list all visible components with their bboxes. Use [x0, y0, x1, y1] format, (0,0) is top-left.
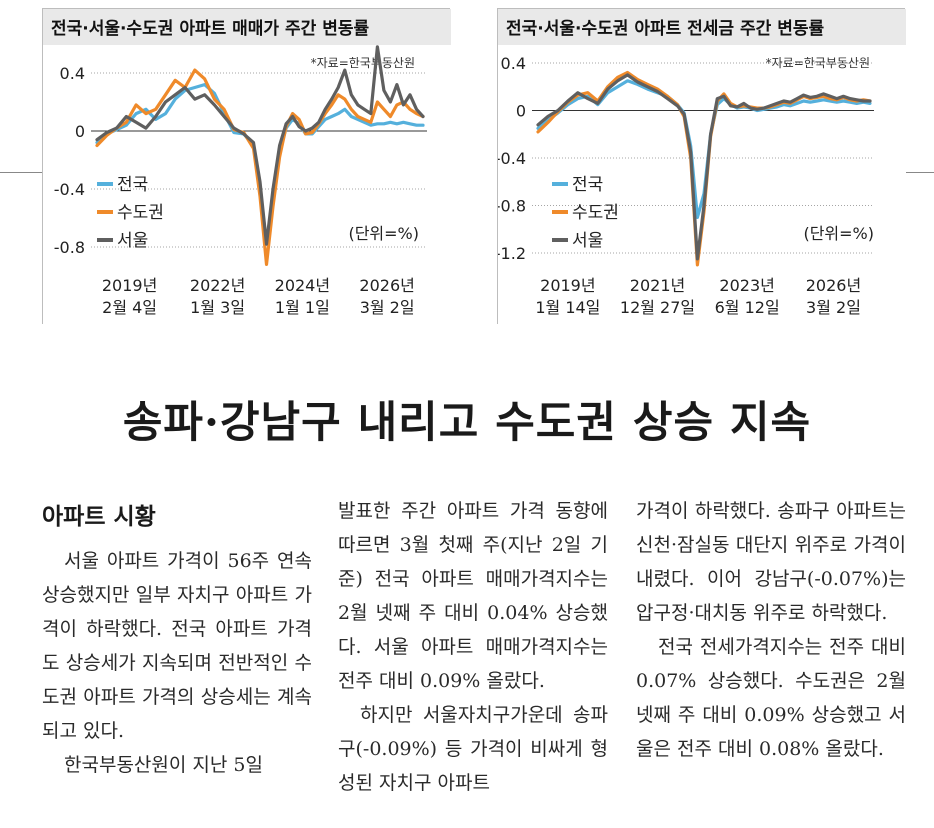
y-tick-label: 0	[516, 102, 526, 121]
legend-label: 서울	[572, 231, 603, 251]
title-band	[43, 9, 451, 45]
legend-label: 수도권	[117, 203, 164, 223]
chart-jeonse-svg: 전국·서울·수도권 아파트 전세금 주간 변동률*자료=한국부동산원0.40-0…	[498, 9, 906, 325]
x-tick-label: 2026년	[359, 276, 414, 295]
x-tick-label: 2월 4일	[102, 298, 157, 317]
y-tick-label: -0.4	[54, 180, 85, 199]
chart-title: 전국·서울·수도권 아파트 매매가 주간 변동률	[51, 19, 369, 39]
chart-title: 전국·서울·수도권 아파트 전세금 주간 변동률	[506, 19, 824, 39]
x-tick-label: 2023년	[719, 276, 774, 295]
unit-label: (단위=%)	[803, 224, 874, 243]
source-label: *자료=한국부동산원	[311, 56, 415, 70]
series-line-서울	[536, 73, 872, 261]
x-tick-label: 2024년	[275, 276, 330, 295]
y-tick-label: -0.8	[498, 197, 526, 216]
x-tick-label: 2019년	[540, 276, 595, 295]
paragraph: 한국부동산원이 지난 5일	[64, 754, 263, 776]
title-band	[498, 9, 906, 45]
paragraph: 전국 전세가격지수는 전주 대비 0.07% 상승했다. 수도권은 2월 넷째 …	[636, 636, 906, 760]
headline: 송파·강남구 내리고 수도권 상승 지속	[122, 398, 812, 448]
rule-right	[906, 172, 934, 173]
x-tick-label: 2021년	[630, 276, 685, 295]
y-tick-label: 0.4	[501, 54, 526, 73]
chart-sale-price: 전국·서울·수도권 아파트 매매가 주간 변동률 *자료=한국부동산원 0.4 0 -0…	[42, 8, 451, 325]
chart-jeonse: 전국·서울·수도권 아파트 전세금 주간 변동률*자료=한국부동산원0.40-0…	[497, 8, 906, 325]
x-tick-label: 3월 2일	[806, 298, 861, 317]
x-tick-label: 1월 14일	[535, 298, 600, 317]
article-column-2: 발표한 주간 아파트 가격 동향에 따르면 3월 첫째 주(지난 2일 기준) …	[338, 494, 608, 800]
paragraph: 가격이 하락했다. 송파구 아파트는 신천·잠실동 대단지 위주로 가격이 내렸…	[636, 500, 906, 624]
x-tick-label: 1월 3일	[190, 298, 245, 317]
y-tick-label: -0.4	[498, 149, 526, 168]
legend-label: 전국	[117, 175, 148, 195]
article-column-1: 아파트 시황 서울 아파트 가격이 56주 연속 상승했지만 일부 자치구 아파…	[42, 494, 312, 782]
paragraph: 하지만 서울자치구가운데 송파구(-0.09%) 등 가격이 비싸게 형성된 자…	[338, 704, 608, 794]
x-tick-label: 6월 12일	[715, 298, 780, 317]
paragraph: 서울 아파트 가격이 56주 연속 상승했지만 일부 자치구 아파트 가격이 하…	[42, 550, 312, 742]
legend-label: 전국	[572, 175, 603, 195]
x-tick-label: 1월 1일	[275, 298, 330, 317]
legend-label: 수도권	[572, 203, 619, 223]
x-tick-label: 12월 27일	[620, 298, 695, 317]
x-tick-label: 2026년	[806, 276, 861, 295]
chart-sale-price-svg: 전국·서울·수도권 아파트 매매가 주간 변동률 *자료=한국부동산원 0.4 0 -0…	[43, 9, 451, 325]
x-tick-label: 2019년	[102, 276, 157, 295]
y-tick-label: 0.4	[60, 64, 85, 83]
series-line-서울	[95, 45, 425, 246]
unit-label: (단위=%)	[348, 224, 419, 243]
paragraph: 발표한 주간 아파트 가격 동향에 따르면 3월 첫째 주(지난 2일 기준) …	[338, 500, 608, 692]
article-column-3: 가격이 하락했다. 송파구 아파트는 신천·잠실동 대단지 위주로 가격이 내렸…	[636, 494, 906, 766]
y-tick-label: -1.2	[498, 244, 526, 263]
section-heading: 아파트 시황	[42, 504, 156, 530]
y-tick-label: -0.8	[54, 238, 85, 257]
x-tick-label: 3월 2일	[360, 298, 415, 317]
rule-left	[0, 172, 42, 173]
x-tick-label: 2022년	[190, 276, 245, 295]
y-tick-label: 0	[75, 122, 85, 141]
legend-label: 서울	[117, 231, 148, 251]
